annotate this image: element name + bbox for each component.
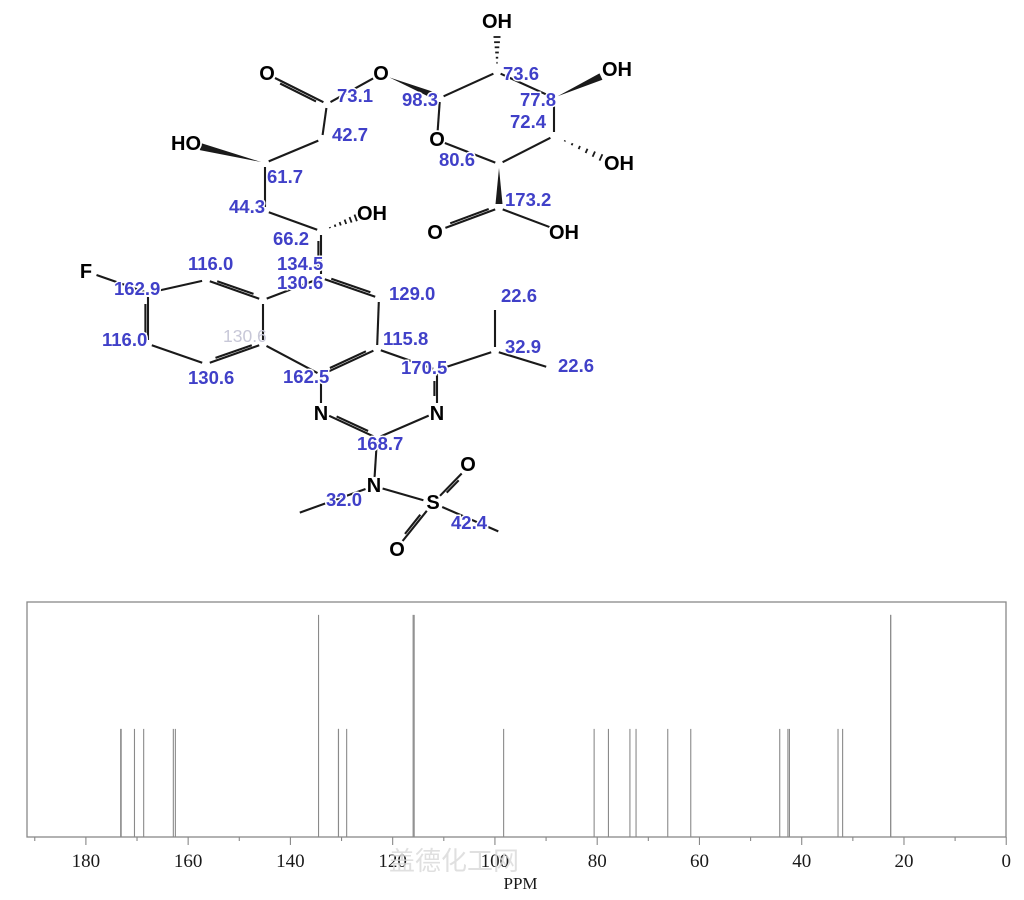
svg-text:80.6: 80.6 <box>439 149 475 170</box>
svg-text:80: 80 <box>588 851 607 872</box>
svg-text:116.0: 116.0 <box>188 253 233 274</box>
svg-text:O: O <box>429 129 445 151</box>
svg-text:116.0: 116.0 <box>102 329 147 350</box>
svg-text:O: O <box>389 539 405 561</box>
svg-text:HO: HO <box>171 133 201 155</box>
svg-text:42.7: 42.7 <box>332 124 368 145</box>
svg-text:98.3: 98.3 <box>402 89 438 110</box>
svg-text:42.4: 42.4 <box>451 512 488 533</box>
svg-text:N: N <box>430 403 444 425</box>
svg-text:O: O <box>460 454 476 476</box>
svg-text:22.6: 22.6 <box>558 355 594 376</box>
svg-text:OH: OH <box>357 203 387 225</box>
svg-text:73.6: 73.6 <box>503 63 539 84</box>
svg-text:173.2: 173.2 <box>505 189 551 210</box>
svg-text:44.3: 44.3 <box>229 196 265 217</box>
svg-text:0: 0 <box>1001 851 1011 872</box>
svg-text:OH: OH <box>604 153 634 175</box>
svg-text:OH: OH <box>602 59 632 81</box>
svg-text:N: N <box>367 475 381 497</box>
svg-text:OH: OH <box>549 222 579 244</box>
svg-text:73.1: 73.1 <box>337 85 373 106</box>
svg-text:S: S <box>426 492 439 514</box>
svg-text:32.0: 32.0 <box>326 489 362 510</box>
svg-text:115.8: 115.8 <box>383 328 428 349</box>
svg-text:OH: OH <box>482 11 512 33</box>
svg-text:O: O <box>427 222 443 244</box>
svg-text:129.0: 129.0 <box>389 283 435 304</box>
svg-text:22.6: 22.6 <box>501 285 537 306</box>
svg-text:20: 20 <box>894 851 913 872</box>
svg-text:N: N <box>314 403 328 425</box>
svg-text:盖德化工网: 盖德化工网 <box>389 846 519 876</box>
svg-text:72.4: 72.4 <box>510 111 547 132</box>
svg-text:77.8: 77.8 <box>520 89 556 110</box>
svg-text:140: 140 <box>276 851 305 872</box>
svg-text:168.7: 168.7 <box>357 433 403 454</box>
svg-text:60: 60 <box>690 851 709 872</box>
svg-text:162.5: 162.5 <box>283 366 329 387</box>
svg-text:170.5: 170.5 <box>401 357 447 378</box>
svg-text:130.6: 130.6 <box>188 367 234 388</box>
svg-text:61.7: 61.7 <box>267 166 303 187</box>
svg-text:180: 180 <box>72 851 101 872</box>
svg-text:160: 160 <box>174 851 203 872</box>
svg-text:PPM: PPM <box>503 874 537 893</box>
svg-text:32.9: 32.9 <box>505 336 541 357</box>
svg-text:162.9: 162.9 <box>114 278 160 299</box>
svg-text:O: O <box>373 63 389 85</box>
svg-text:F: F <box>80 261 92 283</box>
svg-text:O: O <box>259 63 275 85</box>
svg-text:130.6: 130.6 <box>223 326 267 346</box>
svg-text:40: 40 <box>792 851 811 872</box>
svg-text:66.2: 66.2 <box>273 228 309 249</box>
